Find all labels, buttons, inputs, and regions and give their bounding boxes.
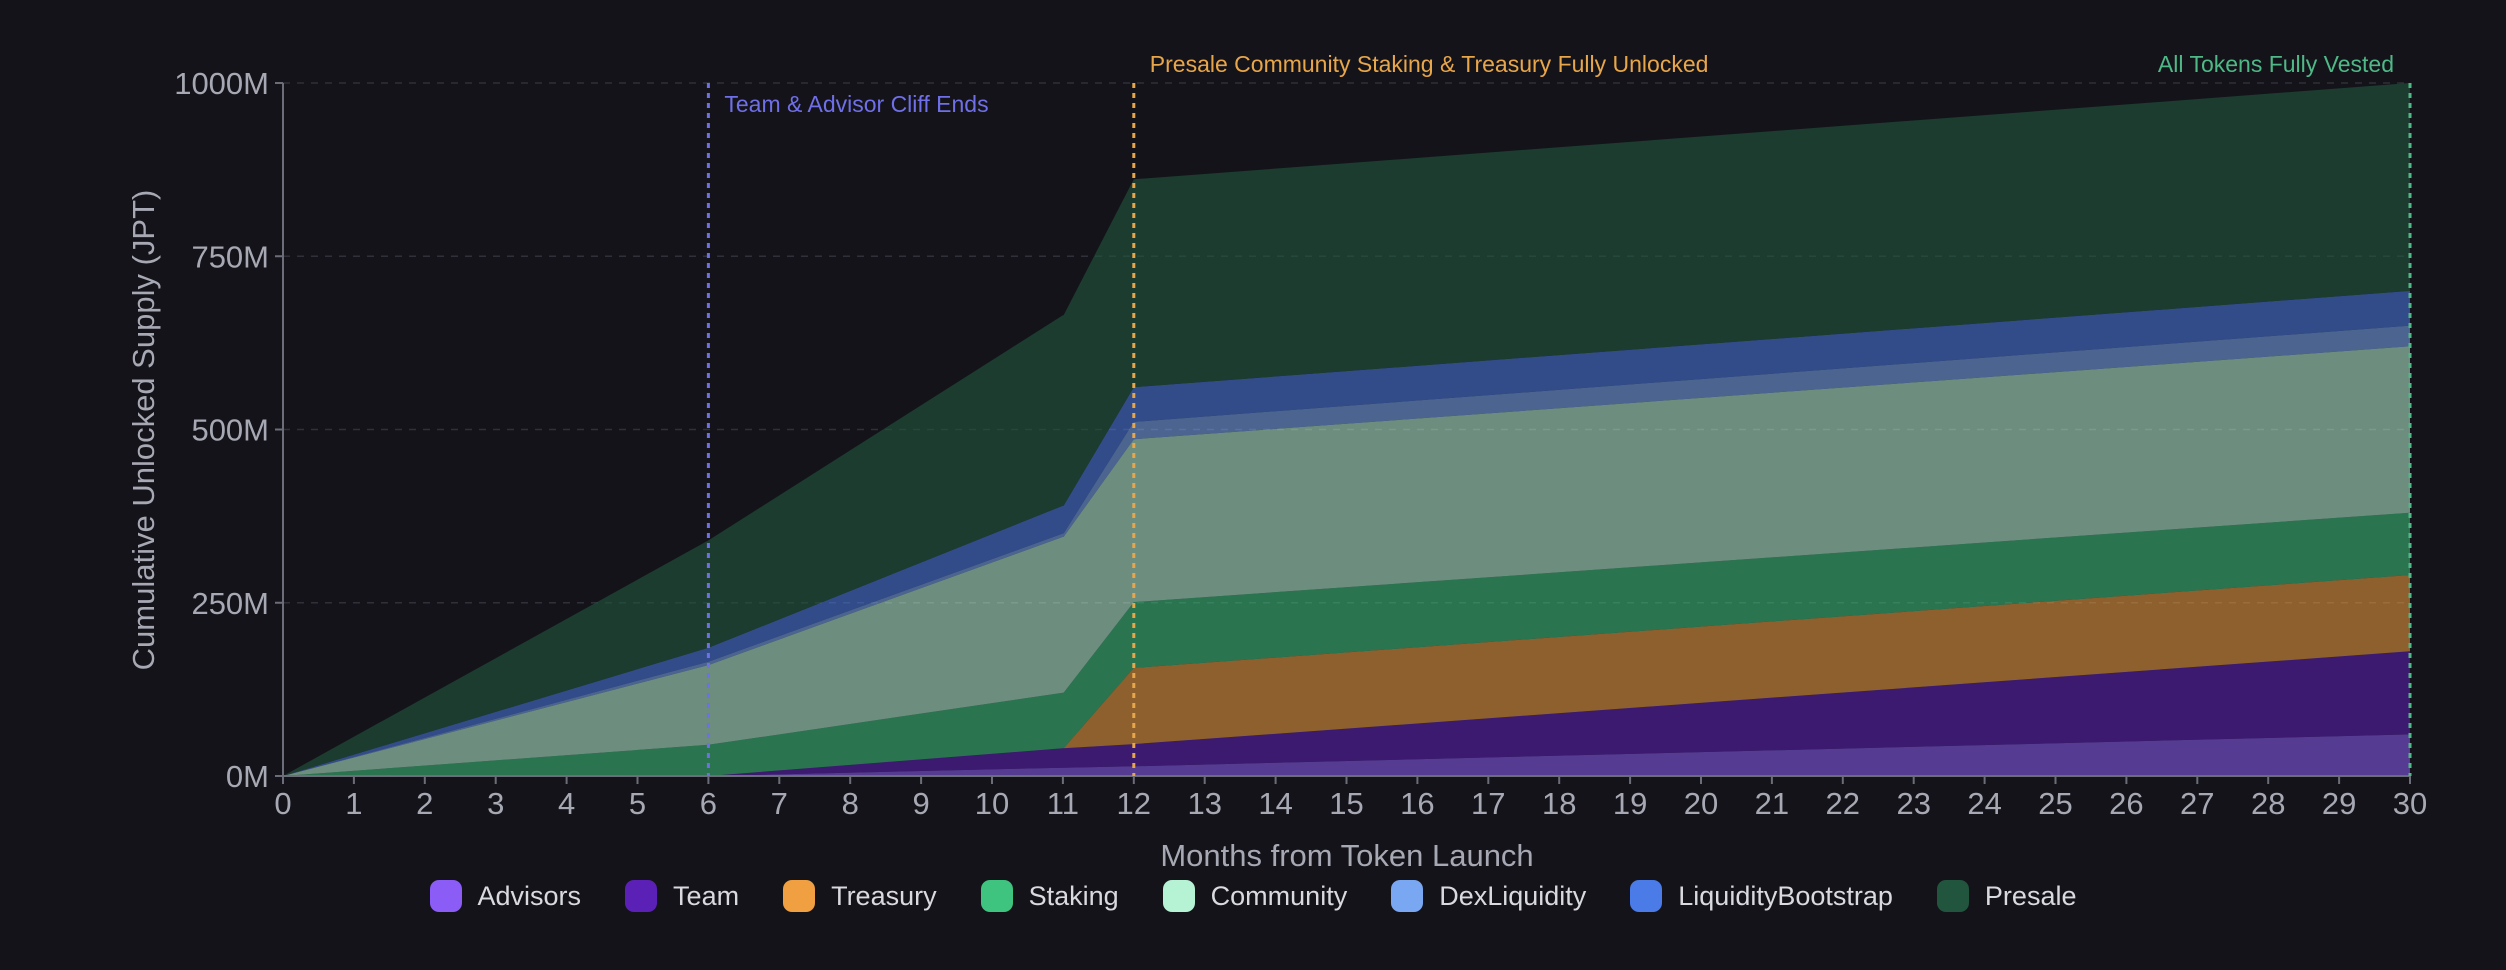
x-tick-label-23: 23: [1896, 786, 1930, 821]
x-tick-label-15: 15: [1329, 786, 1363, 821]
x-tick-label-11: 11: [1047, 786, 1079, 821]
x-tick-label-4: 4: [558, 786, 575, 821]
x-tick-label-18: 18: [1542, 786, 1576, 821]
y-tick-label-1000: 1000M: [174, 66, 269, 101]
legend-item-community[interactable]: Community: [1162, 880, 1348, 912]
legend-swatch-team: [625, 880, 658, 912]
x-tick-label-30: 30: [2393, 786, 2427, 821]
legend-item-advisors[interactable]: Advisors: [429, 880, 582, 912]
area-presale: [283, 83, 2410, 776]
x-tick-label-10: 10: [975, 786, 1009, 821]
x-tick-label-27: 27: [2180, 786, 2214, 821]
legend-swatch-treasury: [783, 880, 816, 912]
x-tick-label-22: 22: [1826, 786, 1860, 821]
legend-swatch-dexliquidity: [1391, 880, 1424, 912]
x-tick-label-14: 14: [1258, 786, 1292, 821]
area-team: [283, 651, 2410, 776]
x-tick-label-24: 24: [1967, 786, 2001, 821]
legend-label-advisors: Advisors: [477, 880, 582, 911]
x-tick-label-20: 20: [1684, 786, 1718, 821]
legend-label-team: Team: [673, 880, 740, 911]
x-tick-label-2: 2: [416, 786, 433, 821]
x-tick-label-19: 19: [1613, 786, 1647, 821]
legend: Advisors Team Treasury Staking Community DexL…: [0, 880, 2506, 912]
x-tick-label-1: 1: [345, 786, 362, 821]
x-tick-label-29: 29: [2322, 786, 2356, 821]
annotation-label-1: Presale Community Staking & Treasury Ful…: [1150, 51, 1709, 77]
x-tick-label-3: 3: [487, 786, 504, 821]
x-tick-label-7: 7: [771, 786, 788, 821]
x-tick-label-26: 26: [2109, 786, 2143, 821]
x-tick-label-5: 5: [629, 786, 646, 821]
annotation-layer: Team & Advisor Cliff Ends Presale Communi…: [706, 51, 2412, 776]
area-community: [283, 346, 2410, 776]
area-liquiditybootstrap: [283, 290, 2410, 776]
y-tick-label-500: 500M: [191, 413, 269, 448]
x-tick-label-6: 6: [700, 786, 717, 821]
legend-swatch-liquiditybootstrap: [1630, 880, 1663, 912]
x-tick-label-28: 28: [2251, 786, 2285, 821]
x-axis-title: Months from Token Launch: [1160, 838, 1533, 870]
annotation-label-2: All Tokens Fully Vested: [2158, 51, 2394, 77]
legend-swatch-advisors: [429, 880, 462, 912]
x-tick-label-13: 13: [1187, 786, 1221, 821]
legend-label-treasury: Treasury: [831, 880, 937, 911]
area-treasury: [283, 575, 2410, 776]
legend-item-staking[interactable]: Staking: [980, 880, 1119, 912]
y-tick-label-250: 250M: [191, 586, 269, 621]
y-tick-label-750: 750M: [191, 239, 269, 274]
legend-label-dexliquidity: DexLiquidity: [1439, 880, 1587, 911]
y-tick-label-0: 0M: [226, 759, 269, 794]
area-layer: [283, 83, 2410, 776]
legend-swatch-staking: [980, 880, 1013, 912]
y-axis-title: Cumulative Unlocked Supply (JPT): [126, 190, 161, 671]
x-tick-label-25: 25: [2038, 786, 2072, 821]
legend-item-presale[interactable]: Presale: [1936, 880, 2077, 912]
legend-item-treasury[interactable]: Treasury: [783, 880, 937, 912]
legend-label-liquiditybootstrap: LiquidityBootstrap: [1678, 880, 1893, 911]
legend-label-community: Community: [1210, 880, 1348, 911]
x-tick-label-17: 17: [1471, 786, 1505, 821]
x-tick-label-0: 0: [274, 786, 291, 821]
x-tick-label-8: 8: [842, 786, 859, 821]
annotation-label-0: Team & Advisor Cliff Ends: [724, 91, 988, 117]
x-tick-label-16: 16: [1400, 786, 1434, 821]
legend-swatch-presale: [1936, 880, 1969, 912]
x-tick-label-21: 21: [1755, 786, 1789, 821]
legend-item-team[interactable]: Team: [625, 880, 739, 912]
area-dexliquidity: [283, 325, 2410, 776]
x-tick-label-9: 9: [912, 786, 929, 821]
legend-label-presale: Presale: [1984, 880, 2077, 911]
x-tick-label-12: 12: [1117, 786, 1151, 821]
area-staking: [283, 512, 2410, 776]
legend-item-dexliquidity[interactable]: DexLiquidity: [1391, 880, 1586, 912]
area-advisors: [283, 734, 2410, 776]
legend-item-liquiditybootstrap[interactable]: LiquidityBootstrap: [1630, 880, 1893, 912]
legend-label-staking: Staking: [1028, 880, 1119, 911]
legend-swatch-community: [1162, 880, 1195, 912]
